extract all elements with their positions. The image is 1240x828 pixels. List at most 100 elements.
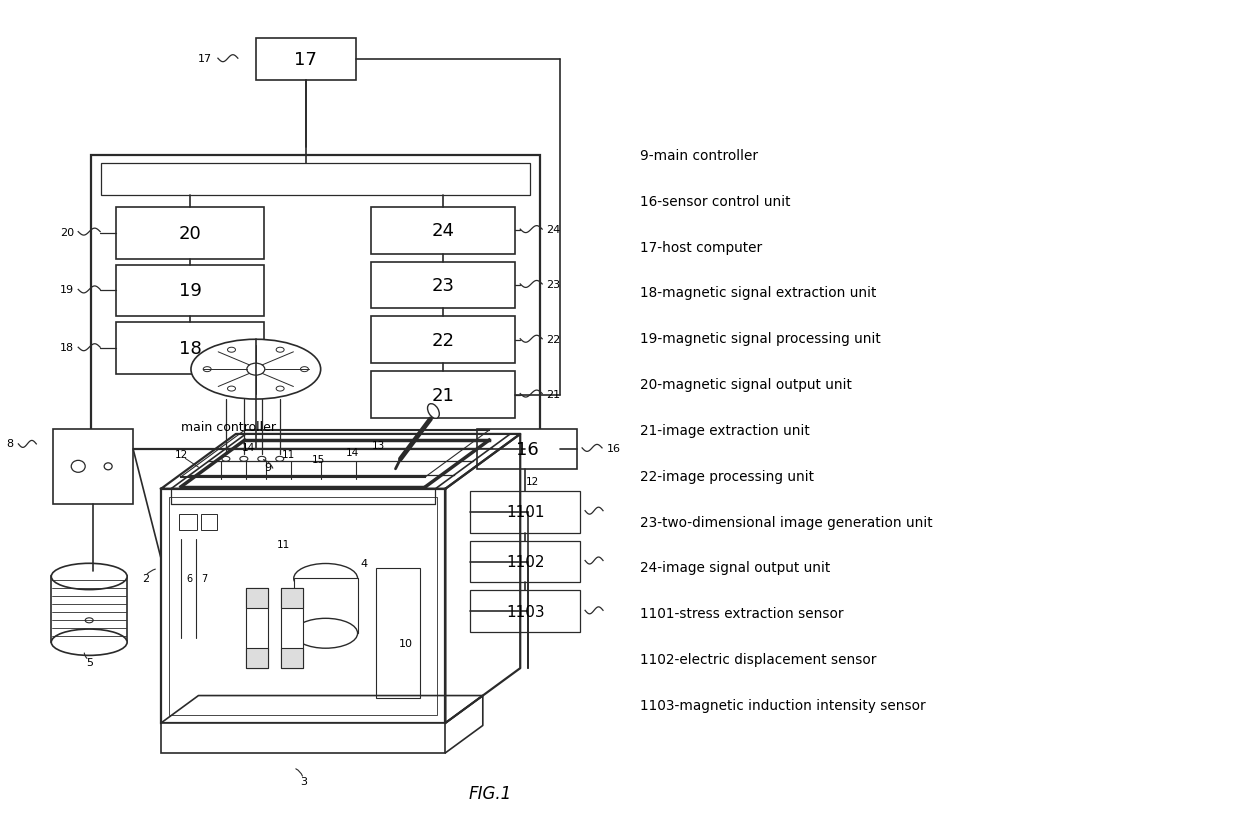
Text: 23-two-dimensional image generation unit: 23-two-dimensional image generation unit — [640, 515, 932, 529]
Text: 18: 18 — [60, 343, 74, 353]
Ellipse shape — [277, 348, 284, 353]
Text: 10: 10 — [398, 638, 413, 648]
Ellipse shape — [51, 564, 128, 590]
Text: 12: 12 — [526, 477, 539, 487]
Text: 21-image extraction unit: 21-image extraction unit — [640, 423, 810, 437]
Text: 19: 19 — [179, 282, 201, 300]
Text: 21: 21 — [546, 389, 560, 399]
Text: 14: 14 — [346, 447, 360, 457]
Text: 11: 11 — [283, 450, 295, 460]
Ellipse shape — [275, 457, 284, 462]
Text: 21: 21 — [432, 386, 454, 404]
Ellipse shape — [428, 404, 439, 419]
Text: 18-magnetic signal extraction unit: 18-magnetic signal extraction unit — [640, 286, 877, 300]
Ellipse shape — [222, 457, 229, 462]
Text: 7: 7 — [201, 574, 207, 584]
Text: 20: 20 — [60, 228, 74, 238]
Text: main controller: main controller — [181, 421, 277, 434]
Text: 1102-electric displacement sensor: 1102-electric displacement sensor — [640, 652, 877, 667]
Bar — [169, 497, 438, 715]
Text: 13: 13 — [372, 440, 386, 450]
Bar — [161, 489, 445, 723]
Ellipse shape — [300, 367, 309, 373]
Bar — [294, 579, 357, 633]
Text: 19-magnetic signal processing unit: 19-magnetic signal processing unit — [640, 332, 880, 346]
Text: 16: 16 — [608, 443, 621, 454]
Text: 5: 5 — [86, 657, 93, 667]
Text: 3: 3 — [300, 776, 306, 786]
Bar — [246, 589, 268, 668]
Ellipse shape — [239, 457, 248, 462]
Bar — [117, 323, 264, 375]
Bar — [371, 372, 516, 418]
Ellipse shape — [294, 564, 357, 594]
Ellipse shape — [191, 339, 321, 400]
Text: 6: 6 — [186, 574, 192, 584]
Bar — [161, 723, 445, 753]
Text: 1101-stress extraction sensor: 1101-stress extraction sensor — [640, 607, 843, 620]
Ellipse shape — [51, 629, 128, 656]
Text: 1103-magnetic induction intensity sensor: 1103-magnetic induction intensity sensor — [640, 698, 925, 712]
Bar — [477, 430, 577, 469]
Bar — [470, 541, 580, 583]
Bar — [371, 208, 516, 254]
Bar — [51, 577, 128, 643]
Text: 17-host computer: 17-host computer — [640, 240, 763, 254]
Bar — [117, 265, 264, 317]
Bar — [470, 590, 580, 633]
Bar — [246, 589, 268, 609]
Text: 19: 19 — [60, 285, 74, 295]
Ellipse shape — [203, 367, 211, 373]
Ellipse shape — [104, 464, 112, 470]
Ellipse shape — [227, 387, 236, 392]
Bar — [102, 164, 531, 195]
Bar — [371, 317, 516, 363]
Bar — [53, 430, 133, 504]
Text: 22-image processing unit: 22-image processing unit — [640, 469, 813, 484]
Text: 24: 24 — [546, 225, 560, 235]
Text: 1103: 1103 — [506, 604, 544, 619]
Text: 15: 15 — [312, 455, 325, 465]
Text: 23: 23 — [432, 277, 454, 295]
Text: 24-image signal output unit: 24-image signal output unit — [640, 561, 831, 575]
Ellipse shape — [258, 457, 265, 462]
Ellipse shape — [86, 618, 93, 623]
Bar — [376, 569, 420, 698]
Text: 9-main controller: 9-main controller — [640, 149, 758, 162]
Ellipse shape — [247, 363, 265, 376]
Text: 16-sensor control unit: 16-sensor control unit — [640, 195, 790, 209]
Text: 12: 12 — [175, 450, 187, 460]
Text: 1102: 1102 — [506, 554, 544, 570]
Bar — [92, 156, 541, 450]
Text: 24: 24 — [432, 222, 454, 240]
Ellipse shape — [277, 387, 284, 392]
Bar — [371, 262, 516, 309]
Text: 17: 17 — [198, 54, 212, 64]
Ellipse shape — [294, 619, 357, 648]
Bar — [280, 648, 303, 668]
Text: 9: 9 — [264, 462, 272, 472]
Text: 14: 14 — [242, 442, 255, 452]
Bar — [280, 589, 303, 668]
Text: 1101: 1101 — [506, 504, 544, 519]
Text: 16: 16 — [516, 440, 538, 459]
Text: 23: 23 — [546, 280, 560, 290]
Bar — [246, 648, 268, 668]
Bar — [117, 208, 264, 259]
Text: 2: 2 — [143, 574, 150, 584]
Text: 4: 4 — [361, 559, 368, 569]
Text: 20: 20 — [179, 224, 201, 243]
Text: 11: 11 — [277, 539, 290, 549]
Text: 8: 8 — [6, 438, 14, 448]
Text: FIG.1: FIG.1 — [469, 784, 512, 802]
Text: 22: 22 — [546, 335, 560, 344]
Bar — [280, 589, 303, 609]
Text: 22: 22 — [432, 331, 454, 349]
Bar — [255, 39, 356, 81]
Bar — [470, 491, 580, 533]
Bar — [179, 514, 197, 530]
Bar — [201, 514, 217, 530]
Text: 18: 18 — [179, 339, 201, 358]
Text: 20-magnetic signal output unit: 20-magnetic signal output unit — [640, 378, 852, 392]
Text: 17: 17 — [294, 51, 317, 69]
